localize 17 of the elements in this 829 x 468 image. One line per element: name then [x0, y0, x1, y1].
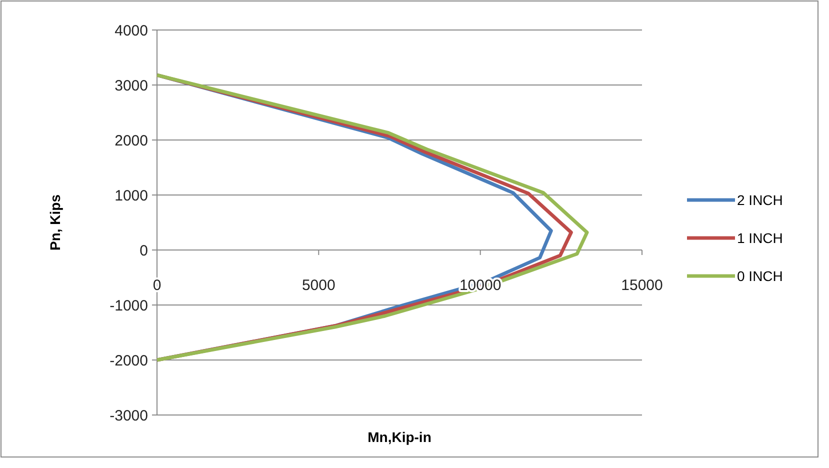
y-tick-label: -1000 [110, 297, 148, 314]
y-axis-title: Pn, Kips [47, 194, 63, 251]
y-tick-label: 4000 [114, 22, 148, 40]
legend-label: 2 INCH [737, 192, 783, 208]
y-tick-label: 2000 [114, 132, 148, 150]
x-tick-label: 15000 [621, 277, 663, 294]
y-tick-label: 1000 [114, 187, 148, 204]
y-tick-label: -3000 [110, 407, 148, 424]
y-tick-label: -2000 [110, 352, 148, 370]
x-tick-label: 10000 [459, 277, 502, 294]
y-tick-label: 3000 [114, 77, 148, 94]
x-axis-title: Mn,Kip-in [368, 429, 432, 445]
x-tick-label: 5000 [302, 277, 336, 294]
legend-label: 1 INCH [737, 230, 783, 246]
legend-label: 0 INCH [737, 268, 783, 284]
x-tick-label: 0 [152, 277, 162, 294]
y-tick-label: 0 [140, 242, 148, 260]
